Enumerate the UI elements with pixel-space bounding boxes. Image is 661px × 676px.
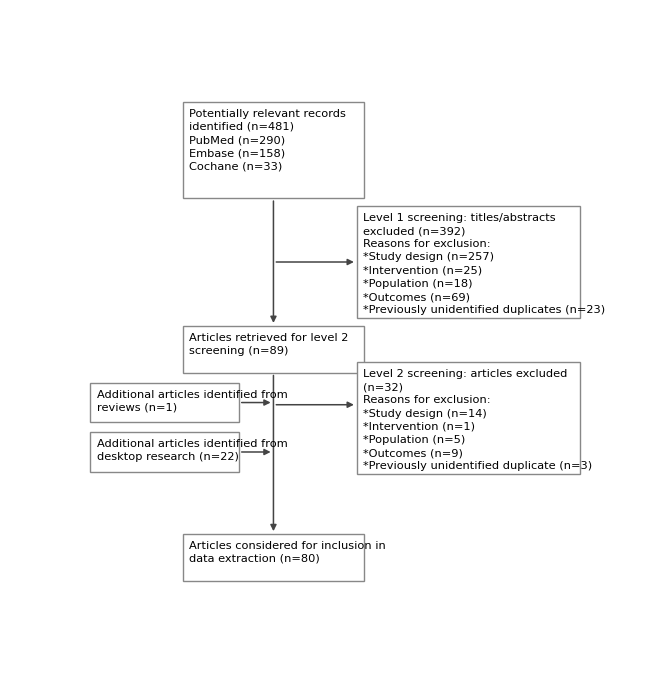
FancyBboxPatch shape <box>182 326 364 372</box>
FancyBboxPatch shape <box>182 102 364 198</box>
Text: Level 1 screening: titles/abstracts
excluded (n=392)
Reasons for exclusion:
*Stu: Level 1 screening: titles/abstracts excl… <box>364 213 605 315</box>
Text: Additional articles identified from
reviews (n=1): Additional articles identified from revi… <box>97 390 288 413</box>
Text: Potentially relevant records
identified (n=481)
PubMed (n=290)
Embase (n=158)
Co: Potentially relevant records identified … <box>189 109 346 172</box>
Text: Articles retrieved for level 2
screening (n=89): Articles retrieved for level 2 screening… <box>189 333 348 356</box>
FancyBboxPatch shape <box>357 362 580 474</box>
FancyBboxPatch shape <box>182 534 364 581</box>
Text: Level 2 screening: articles excluded
(n=32)
Reasons for exclusion:
*Study design: Level 2 screening: articles excluded (n=… <box>364 369 592 471</box>
FancyBboxPatch shape <box>91 433 239 472</box>
Text: Additional articles identified from
desktop research (n=22): Additional articles identified from desk… <box>97 439 288 462</box>
FancyBboxPatch shape <box>91 383 239 422</box>
Text: Articles considered for inclusion in
data extraction (n=80): Articles considered for inclusion in dat… <box>189 541 386 564</box>
FancyBboxPatch shape <box>357 206 580 318</box>
